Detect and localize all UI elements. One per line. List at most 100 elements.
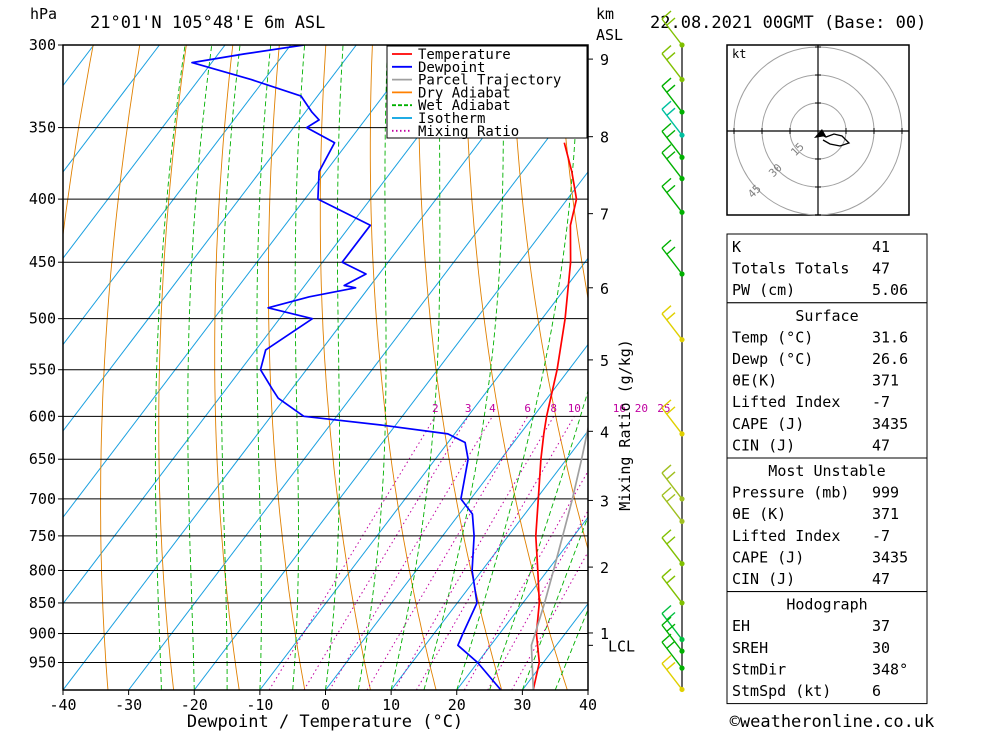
wind-barb-flag	[666, 312, 676, 321]
wind-barb	[661, 239, 685, 277]
info-row-value: 47	[872, 436, 890, 454]
isotherm-line	[325, 343, 588, 690]
wind-barb	[661, 633, 685, 671]
wind-barb-flag	[666, 246, 676, 255]
pressure-label: 400	[29, 190, 56, 208]
wind-barb-staff	[661, 53, 683, 81]
height-tick-label: 8	[600, 129, 609, 147]
wind-barb	[661, 45, 685, 83]
wind-barb-staff	[661, 185, 683, 213]
info-row-value: 47	[872, 570, 890, 588]
info-table-title: Hodograph	[786, 596, 867, 614]
info-row-label: SREH	[732, 639, 768, 657]
height-tick-label: 5	[600, 352, 609, 370]
wind-barb-dot	[679, 431, 685, 437]
wind-barb-flag	[661, 77, 672, 87]
wet-adiabat-line	[325, 45, 344, 690]
info-table-box	[726, 233, 928, 304]
mixing-ratio-label: 20	[635, 402, 648, 415]
mixing-ratio-line	[415, 416, 575, 690]
info-tables: K 41 Totals Totals 47 PW (cm) 5.06 Surface Temp…	[726, 233, 928, 705]
isotherm-line	[63, 45, 488, 605]
wind-barb-staff	[661, 130, 683, 158]
pressure-label: 450	[29, 253, 56, 271]
wind-barb-flag	[661, 45, 672, 55]
wind-barb-flag	[661, 305, 672, 315]
info-row-label: CIN (J)	[732, 436, 795, 454]
plot-frame	[62, 44, 589, 691]
wind-barb-flag	[661, 604, 672, 614]
sounding-series	[191, 45, 588, 690]
wind-barb-staff	[661, 85, 683, 113]
wind-barb	[661, 529, 685, 567]
x-tick-label: 10	[382, 696, 400, 714]
wind-barb	[661, 177, 685, 215]
wind-barb-flag	[661, 144, 672, 154]
wind-barb-flag	[666, 107, 676, 116]
info-row-value: 31.6	[872, 328, 908, 346]
mixing-ratio-line	[303, 416, 469, 690]
info-row-value: 999	[872, 484, 899, 502]
mixing-ratio-label: 6	[524, 402, 531, 415]
wind-barb-staff	[661, 472, 683, 500]
wet-adiabat-line	[423, 45, 505, 690]
info-row-value: 41	[872, 238, 890, 256]
info-row-value: 37	[872, 617, 890, 635]
pressure-label: 500	[29, 310, 56, 328]
mixing-ratio-label: 3	[465, 402, 472, 415]
isotherm-line	[63, 45, 357, 432]
info-row-value: 371	[872, 505, 899, 523]
isotherm-line	[63, 45, 554, 690]
wind-barb-flag	[666, 52, 676, 61]
wind-barb-flag	[661, 616, 672, 626]
isotherm-lines	[0, 45, 588, 690]
height-tick-label: 1	[600, 625, 609, 643]
info-row-value: -7	[872, 527, 890, 545]
wind-barb	[661, 616, 685, 654]
pressure-label: 650	[29, 450, 56, 468]
pressure-label: 350	[29, 119, 56, 137]
height-axis: 1 2 3 4 5 6 7 8 9 LCL	[588, 51, 635, 655]
info-table-box	[726, 591, 928, 705]
pressure-unit: hPa	[30, 5, 57, 23]
wind-barb	[661, 100, 685, 138]
x-tick-label: 30	[513, 696, 531, 714]
wind-barb-flag	[666, 151, 676, 160]
dry-adiabat-line	[931, 45, 1000, 690]
wind-barb	[661, 122, 685, 160]
mixing-ratio-label: 25	[657, 402, 670, 415]
wind-barb-flag	[661, 239, 672, 249]
lcl-label: LCL	[608, 637, 635, 655]
info-row-value: 6	[872, 682, 881, 700]
pressure-label: 550	[29, 361, 56, 379]
info-row-value: 5.06	[872, 281, 908, 299]
dry-adiabat-line	[63, 45, 94, 239]
wind-barb-flag	[666, 84, 676, 93]
info-row-value: 3435	[872, 548, 908, 566]
legend-label: Temperature	[418, 47, 511, 63]
x-tick-label: -30	[115, 696, 142, 714]
isotherm-line	[0, 45, 28, 690]
wet-adiabat-line	[357, 45, 389, 690]
wind-barb-staff	[661, 663, 683, 690]
info-row-value: 26.6	[872, 350, 908, 368]
wind-barb	[661, 464, 685, 502]
mixing-ratio-label: 10	[568, 402, 581, 415]
legend-label: Mixing Ratio	[418, 124, 519, 140]
wind-barb-dot	[679, 154, 685, 160]
wet-adiabat-line	[256, 45, 272, 690]
temperature-line	[532, 142, 578, 690]
wind-barb-flag	[661, 399, 672, 409]
isotherm-line	[63, 45, 423, 519]
height-tick-label: 3	[600, 492, 609, 510]
wind-barb-flag	[666, 575, 676, 584]
mixing-ratio-label: 4	[489, 402, 496, 415]
info-table-box	[726, 457, 928, 593]
x-tick-label: -20	[181, 696, 208, 714]
wind-barb-flag	[666, 536, 676, 545]
wind-barb-flag	[661, 122, 672, 132]
height-unit-asl: ASL	[596, 26, 623, 44]
wind-barb-flag	[661, 100, 672, 110]
wind-barb-dot	[679, 600, 685, 606]
